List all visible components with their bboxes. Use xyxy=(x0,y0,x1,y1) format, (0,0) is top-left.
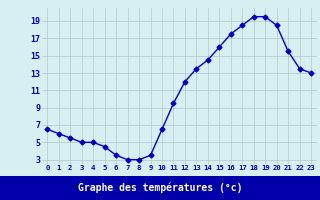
Text: Graphe des températures (°c): Graphe des températures (°c) xyxy=(78,183,242,193)
